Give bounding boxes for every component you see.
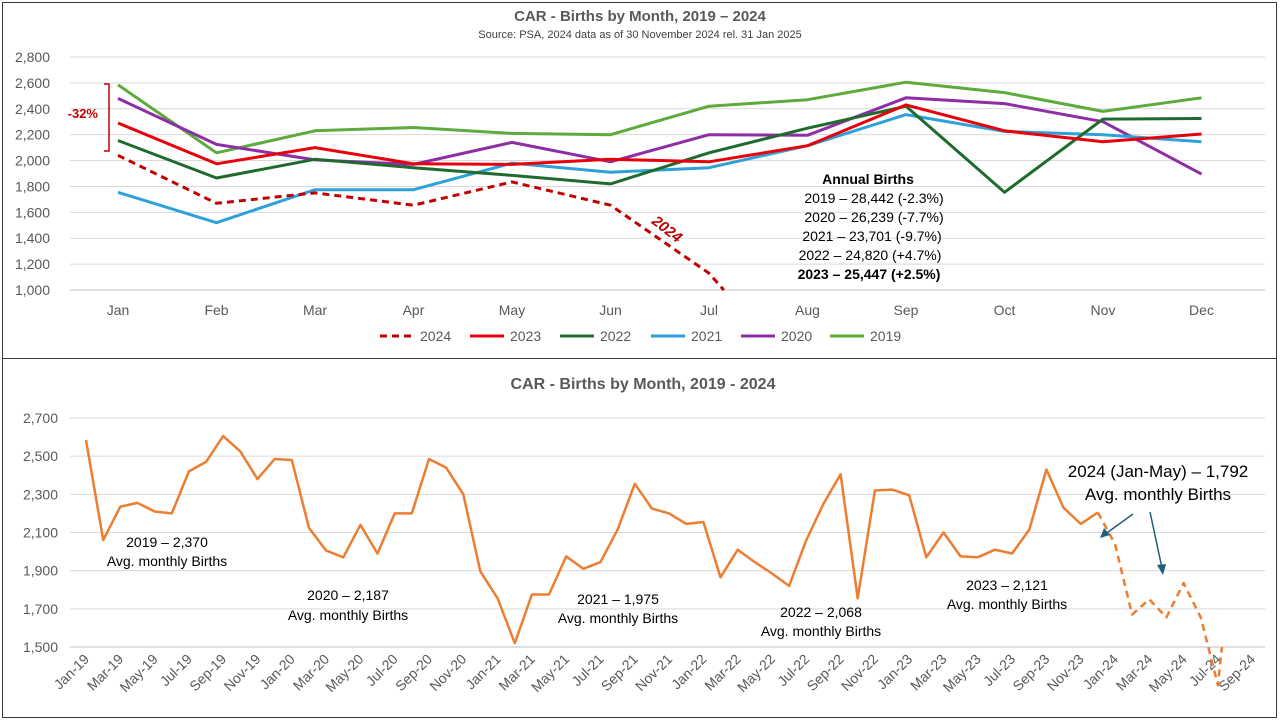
avg-2023-label: Avg. monthly Births (947, 596, 1067, 612)
monthly-births-line (84, 434, 1099, 645)
top-x-tick-label: Aug (795, 302, 820, 318)
avg-2024-label: Avg. monthly Births (1085, 485, 1231, 504)
avg-2021-label: Avg. monthly Births (558, 610, 678, 626)
annual-births-2022: 2022 – 24,820 (+4.7%) (799, 247, 942, 263)
avg-2023-year: 2023 – 2,121 (966, 577, 1048, 593)
top-y-tick-label: 2,200 (15, 127, 50, 143)
avg-2020-label: Avg. monthly Births (288, 607, 408, 623)
bottom-gridlines (70, 417, 1265, 648)
top-chart-subtitle: Source: PSA, 2024 data as of 30 November… (478, 29, 802, 41)
avg-2022-label: Avg. monthly Births (761, 623, 881, 639)
arrow-to-may24-head-icon (1157, 564, 1166, 575)
bottom-y-tick-label: 1,900 (23, 563, 58, 579)
legend-label-2019: 2019 (870, 328, 901, 344)
bottom-y-tick-label: 2,700 (23, 410, 58, 426)
series-2020-line (117, 96, 1203, 176)
top-x-tick-label: Feb (204, 302, 228, 318)
top-gridlines (70, 56, 1265, 291)
avg-2021-year: 2021 – 1,975 (577, 591, 659, 607)
bottom-panel-border (2, 358, 1277, 718)
series-2024-line (117, 154, 725, 291)
bottom-y-tick-label: 2,300 (23, 486, 58, 502)
top-x-tick-label: Dec (1189, 302, 1214, 318)
bottom-chart-title: CAR - Births by Month, 2019 - 2024 (511, 376, 776, 393)
top-x-tick-label: Jan (107, 302, 130, 318)
avg-2019-year: 2019 – 2,370 (126, 534, 208, 550)
bottom-y-axis-ticks: 1,500 1,700 1,900 2,100 2,300 2,500 2,700 (23, 410, 58, 655)
top-x-tick-label: Oct (994, 302, 1016, 318)
avg-2024-year: 2024 (Jan-May) – 1,792 (1068, 462, 1249, 481)
annual-births-2020: 2020 – 26,239 (-7.7%) (804, 209, 943, 225)
bottom-y-tick-label: 2,500 (23, 448, 58, 464)
bottom-y-tick-label: 2,100 (23, 525, 58, 541)
annual-births-box: Annual Births 2019 – 28,442 (-2.3%) 2020… (798, 171, 944, 282)
arrow-to-jan24-head-icon (1100, 528, 1110, 538)
legend-label-2023: 2023 (510, 328, 541, 344)
top-y-tick-label: 2,800 (15, 49, 50, 65)
top-y-tick-label: 1,600 (15, 204, 50, 220)
arrow-to-jan24-line (1103, 513, 1134, 536)
top-x-tick-label: Nov (1091, 302, 1116, 318)
top-x-tick-label: Mar (303, 302, 327, 318)
bottom-series-lines (84, 434, 1224, 687)
legend-label-2021: 2021 (691, 328, 722, 344)
annual-births-2023: 2023 – 25,447 (+2.5%) (798, 266, 941, 282)
top-series-lines (117, 80, 1203, 291)
arrow-to-may24-line (1149, 511, 1163, 569)
top-chart-title: CAR - Births by Month, 2019 – 2024 (514, 8, 766, 25)
top-y-tick-label: 1,000 (15, 282, 50, 298)
top-y-tick-label: 1,800 (15, 178, 50, 194)
top-legend: 2024 2023 2022 2021 2020 2019 (380, 328, 901, 344)
drop-bracket (104, 83, 110, 152)
top-x-tick-label: May (499, 302, 525, 318)
avg-2024-arrows (1100, 511, 1166, 575)
legend-label-2020: 2020 (781, 328, 812, 344)
top-x-tick-label: Jun (599, 302, 622, 318)
avg-annotations: 2019 – 2,370 Avg. monthly Births 2020 – … (107, 462, 1248, 639)
top-x-tick-label: Jul (700, 302, 718, 318)
drop-percentage-label: -32% (68, 106, 99, 121)
top-x-axis-ticks: Jan Feb Mar Apr May Jun Jul Aug Sep Oct Nov Dec (107, 302, 1214, 318)
top-panel: CAR - Births by Month, 2019 – 2024 Sourc… (2, 2, 1277, 359)
avg-2020-year: 2020 – 2,187 (307, 587, 389, 603)
top-y-axis-ticks: 1,000 1,200 1,400 1,600 1,800 2,000 2,200 2,400… (15, 49, 50, 298)
series-2023-line (117, 103, 1202, 166)
series-2019-line (117, 80, 1202, 155)
annual-births-2021: 2021 – 23,701 (-9.7%) (802, 228, 941, 244)
avg-2022-year: 2022 – 2,068 (780, 604, 862, 620)
series-2022-line (117, 104, 1202, 194)
top-x-tick-label: Sep (894, 302, 919, 318)
top-y-tick-label: 2,600 (15, 75, 50, 91)
top-y-tick-label: 1,200 (15, 256, 50, 272)
bottom-y-tick-label: 1,500 (23, 639, 58, 655)
annual-births-title: Annual Births (822, 171, 914, 187)
legend-label-2024: 2024 (420, 328, 451, 344)
avg-2019-label: Avg. monthly Births (107, 553, 227, 569)
top-y-tick-label: 1,400 (15, 230, 50, 246)
legend-label-2022: 2022 (600, 328, 631, 344)
top-x-tick-label: Apr (403, 302, 425, 318)
top-y-tick-label: 2,400 (15, 101, 50, 117)
monthly-births-2024-dashed-line (1096, 511, 1224, 687)
annual-births-2019: 2019 – 28,442 (-2.3%) (804, 190, 943, 206)
top-y-tick-label: 2,000 (15, 153, 50, 169)
bottom-y-tick-label: 1,700 (23, 601, 58, 617)
